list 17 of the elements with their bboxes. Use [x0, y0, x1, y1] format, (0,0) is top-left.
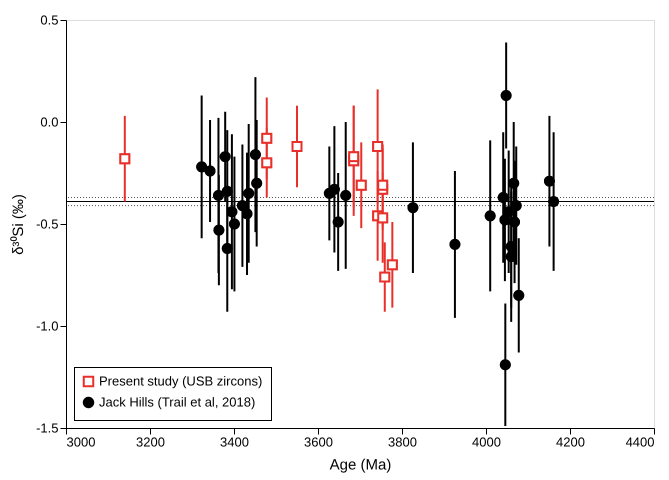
y-tick-label: -1.5	[36, 420, 58, 436]
x-tick-label: 3800	[388, 434, 417, 450]
legend-label: Present study (USB zircons)	[99, 374, 262, 388]
x-tick-label: 3400	[220, 434, 249, 450]
x-axis-title: Age (Ma)	[330, 456, 392, 474]
x-tick-label: 4000	[472, 434, 501, 450]
y-tick-label: 0.0	[40, 114, 58, 130]
x-tick-label: 3200	[136, 434, 165, 450]
x-tick-label: 3000	[66, 434, 96, 450]
y-axis-title: δ³⁰Si (‰)	[10, 194, 28, 255]
y-tick-label: -1.0	[36, 318, 58, 334]
x-tick-label: 3600	[304, 434, 333, 450]
x-tick-label: 4400	[626, 434, 654, 450]
legend-label: Jack Hills (Trail et al, 2018)	[99, 394, 256, 410]
y-tick-label: 0.5	[40, 12, 58, 28]
y-tick-label: -0.5	[36, 216, 58, 232]
x-tick-label: 4200	[556, 434, 585, 450]
